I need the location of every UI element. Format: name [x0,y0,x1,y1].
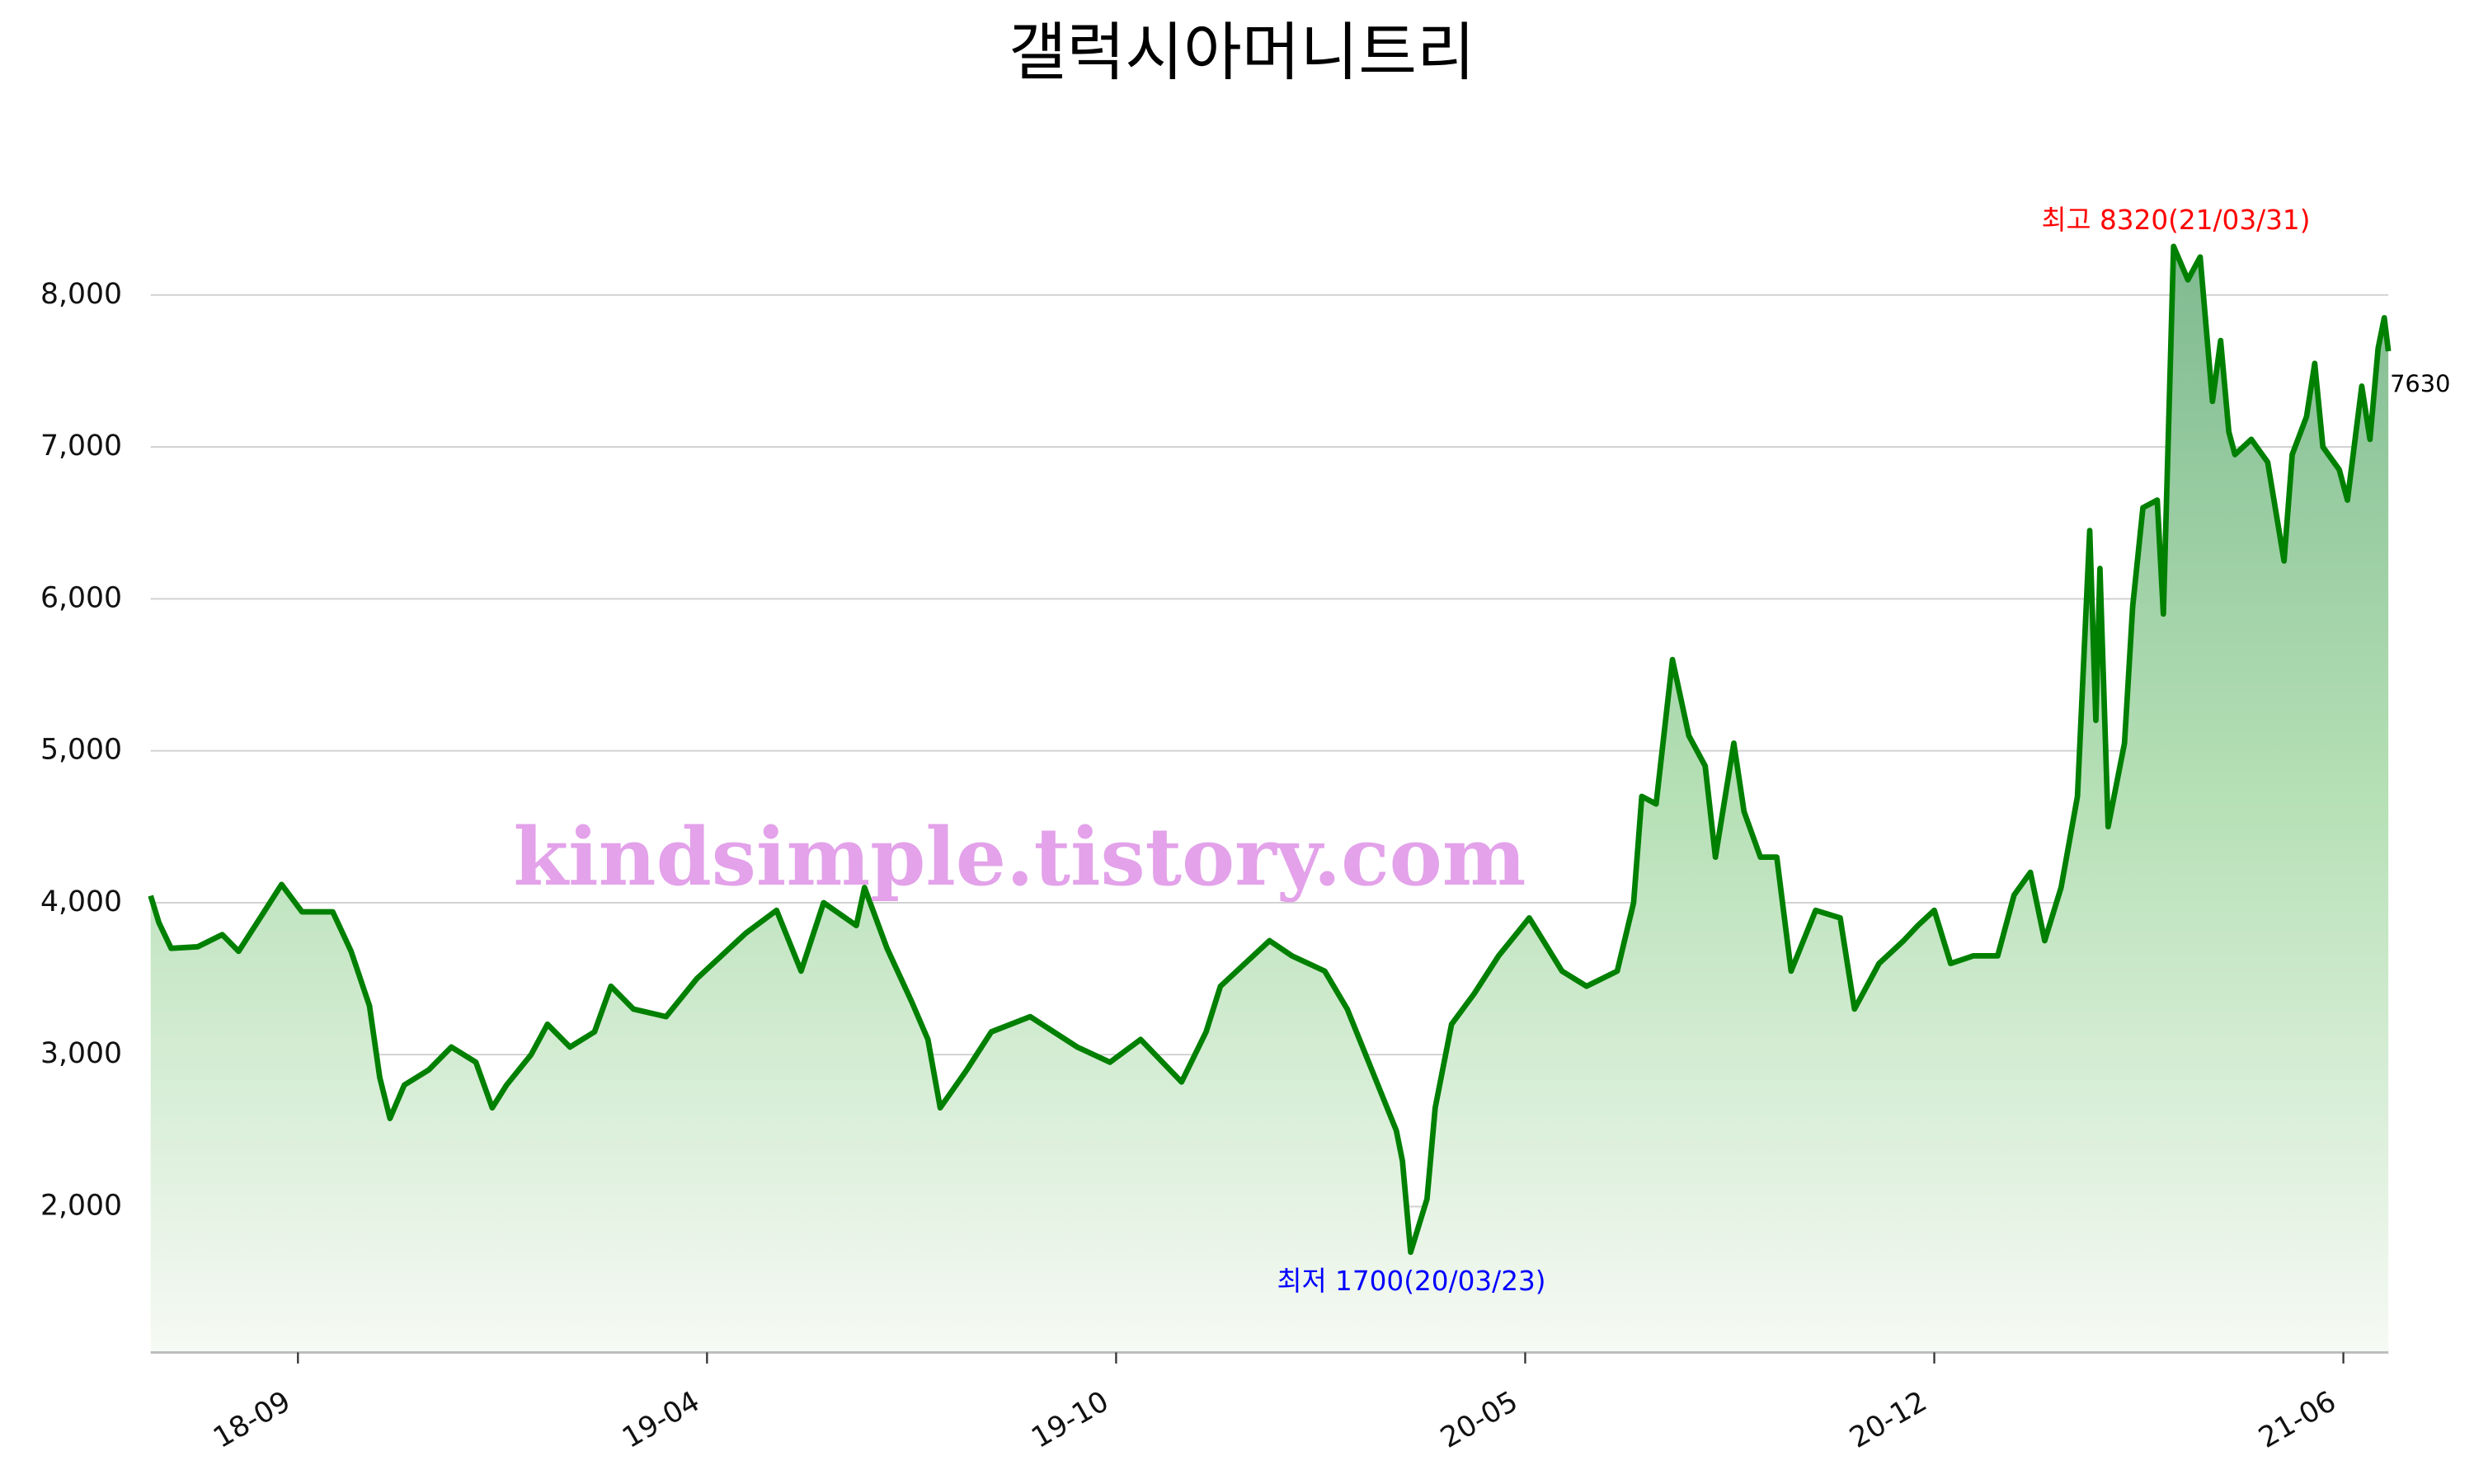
watermark: kindsimple.tistory.com [514,810,1526,904]
y-tick-label: 7,000 [40,430,122,463]
y-tick-label: 8,000 [40,278,122,311]
area [150,246,2389,1353]
y-tick-label: 3,000 [40,1037,122,1070]
y-tick-label: 6,000 [40,581,122,614]
x-tick-label: 21-06 [2253,1385,2341,1455]
x-tick-label: 20-12 [1844,1385,1932,1455]
x-tick-label: 19-10 [1026,1385,1114,1455]
chart-title: 갤럭시아머니트리 [1009,16,1475,90]
annotation: 최고 8320(21/03/31) [2041,204,2310,236]
x-tick-label: 18-09 [208,1385,296,1455]
y-tick-label: 2,000 [40,1189,122,1222]
y-tick-label: 5,000 [40,734,122,767]
x-tick-label: 20-05 [1435,1385,1523,1455]
y-tick-label: 4,000 [40,885,122,918]
annotation: 7630 [2390,369,2450,397]
annotation: 최저 1700(20/03/23) [1277,1266,1546,1297]
x-tick-label: 19-04 [617,1385,705,1455]
price-line [148,243,2392,1256]
